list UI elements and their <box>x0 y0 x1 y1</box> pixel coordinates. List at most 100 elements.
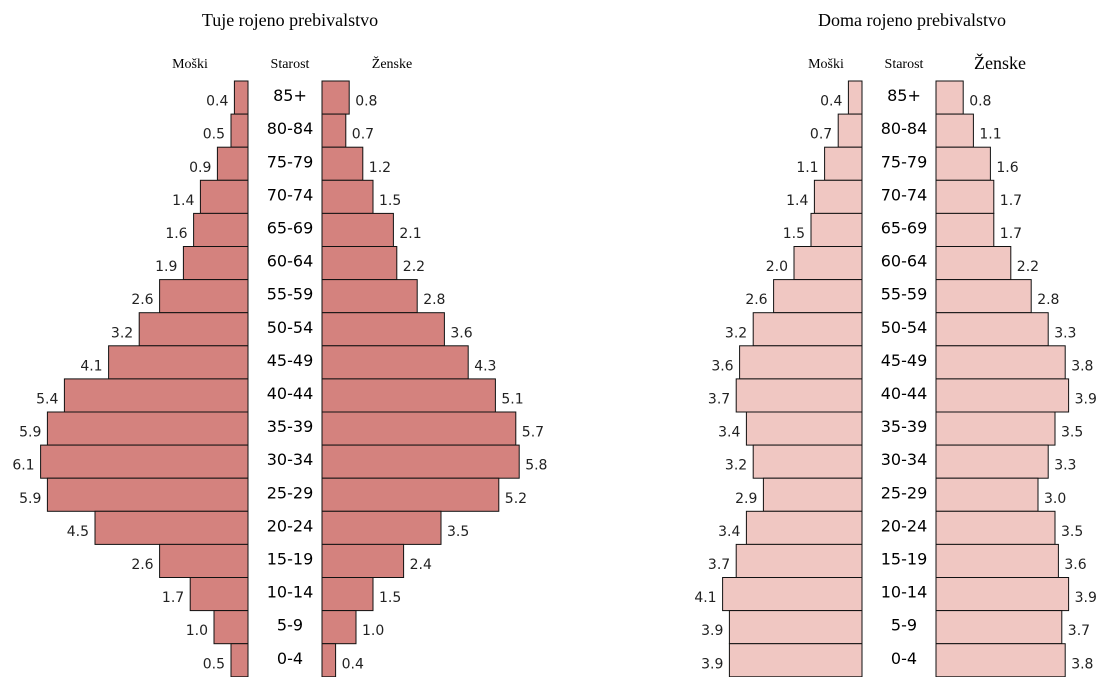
age-label: 80-84 <box>267 119 314 138</box>
bar <box>935 345 1066 380</box>
value-label: 6.1 <box>12 458 34 474</box>
bar <box>935 477 1039 512</box>
value-label: 1.7 <box>1000 226 1022 242</box>
bar <box>321 212 394 247</box>
value-label: 3.9 <box>1075 590 1097 606</box>
bar <box>745 510 863 545</box>
value-label: 3.0 <box>1044 491 1066 507</box>
bar <box>847 80 863 115</box>
bar <box>199 179 249 214</box>
age-label: 65-69 <box>267 218 314 237</box>
value-label: 1.2 <box>369 160 391 176</box>
bar <box>935 113 974 148</box>
bar <box>321 179 374 214</box>
value-label: 1.7 <box>162 590 184 606</box>
age-label: 40-44 <box>267 384 314 403</box>
value-label: 3.5 <box>1061 524 1083 540</box>
value-label: 3.8 <box>1071 358 1093 374</box>
value-label: 4.3 <box>474 358 496 374</box>
age-label: 30-34 <box>267 450 314 469</box>
age-label: 40-44 <box>881 384 928 403</box>
value-label: 1.5 <box>783 226 805 242</box>
bar <box>728 643 863 677</box>
value-label: 2.8 <box>423 292 445 308</box>
bar <box>793 246 863 281</box>
value-label: 2.2 <box>1017 259 1039 275</box>
value-label: 3.6 <box>450 325 472 341</box>
age-label: 30-34 <box>881 450 928 469</box>
bar <box>108 345 249 380</box>
age-label: 5-9 <box>277 616 303 635</box>
bar <box>233 80 249 115</box>
bar <box>321 378 496 413</box>
bar <box>321 312 445 347</box>
age-label: 60-64 <box>881 252 928 271</box>
value-label: 1.4 <box>786 193 808 209</box>
value-label: 3.2 <box>725 458 747 474</box>
value-label: 5.8 <box>525 458 547 474</box>
value-label: 0.8 <box>969 94 991 110</box>
age-label: 70-74 <box>267 185 314 204</box>
bar <box>810 212 863 247</box>
age-label: 25-29 <box>267 483 314 502</box>
value-label: 4.5 <box>67 524 89 540</box>
value-label: 3.6 <box>711 358 733 374</box>
age-label: 85+ <box>887 86 921 105</box>
bar <box>935 179 995 214</box>
bar <box>46 477 249 512</box>
age-label: 5-9 <box>891 616 917 635</box>
value-label: 2.6 <box>745 292 767 308</box>
age-label: 0-4 <box>277 649 303 668</box>
bar <box>321 610 357 645</box>
bar <box>321 80 350 115</box>
value-label: 3.4 <box>718 425 740 441</box>
bar <box>230 113 249 148</box>
bar <box>739 345 863 380</box>
value-label: 2.6 <box>131 557 153 573</box>
bar <box>230 643 249 677</box>
value-label: 3.9 <box>701 656 723 672</box>
chart-title: Tuje rojeno prebivalstvo <box>202 10 378 30</box>
value-label: 3.8 <box>1071 656 1093 672</box>
value-label: 3.2 <box>111 325 133 341</box>
age-label: 10-14 <box>881 583 928 602</box>
value-label: 3.3 <box>1054 325 1076 341</box>
bar <box>935 610 1063 645</box>
value-label: 3.6 <box>1064 557 1086 573</box>
bar <box>824 146 863 181</box>
age-label: 45-49 <box>267 351 314 370</box>
value-label: 1.9 <box>155 259 177 275</box>
bar <box>321 543 405 579</box>
bar <box>321 577 374 612</box>
bar <box>935 312 1049 347</box>
bar <box>193 212 249 247</box>
age-label: 65-69 <box>881 218 928 237</box>
bar <box>40 444 249 479</box>
value-label: 1.5 <box>379 590 401 606</box>
value-label: 0.9 <box>189 160 211 176</box>
value-label: 5.1 <box>501 391 523 407</box>
age-header: Starost <box>885 57 924 72</box>
value-label: 5.9 <box>19 425 41 441</box>
value-label: 0.4 <box>820 94 842 110</box>
bar <box>138 312 249 347</box>
value-label: 3.5 <box>1061 425 1083 441</box>
age-label: 20-24 <box>267 516 314 535</box>
bar <box>935 411 1056 446</box>
value-label: 3.7 <box>708 557 730 573</box>
age-label: 85+ <box>273 86 307 105</box>
value-label: 3.4 <box>718 524 740 540</box>
bar <box>935 279 1032 314</box>
value-label: 0.7 <box>810 127 832 143</box>
value-label: 1.5 <box>379 193 401 209</box>
bar <box>321 146 364 181</box>
age-label: 15-19 <box>881 549 928 568</box>
bar <box>935 444 1049 479</box>
value-label: 1.0 <box>362 623 384 639</box>
bar <box>935 510 1056 545</box>
value-label: 1.6 <box>996 160 1018 176</box>
value-label: 0.8 <box>355 94 377 110</box>
value-label: 1.6 <box>165 226 187 242</box>
value-label: 3.9 <box>1075 391 1097 407</box>
